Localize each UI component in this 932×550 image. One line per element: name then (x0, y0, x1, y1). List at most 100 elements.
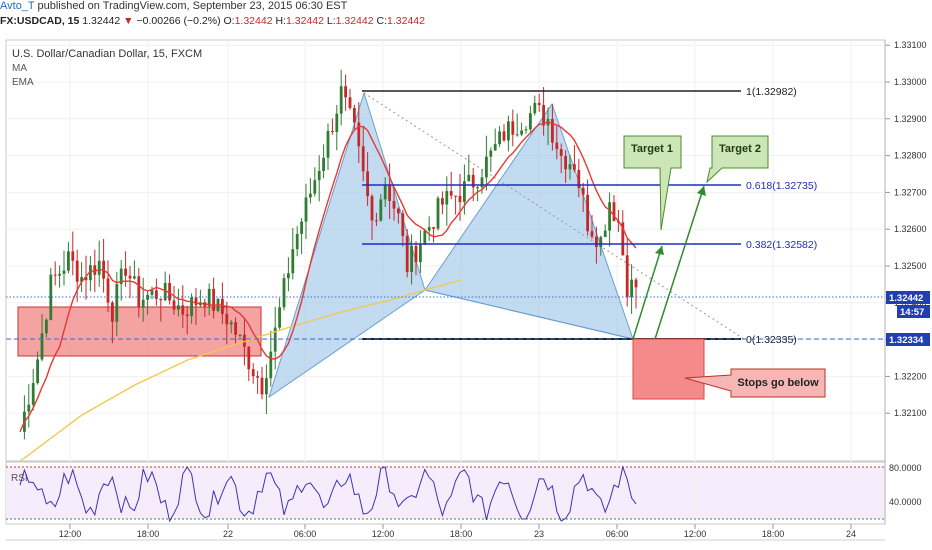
candle-body (454, 195, 457, 197)
candle-body (89, 265, 92, 281)
candle-body (375, 220, 378, 222)
candle-body (150, 290, 154, 295)
time-tick-label: 06:00 (294, 529, 317, 539)
candle-body (137, 276, 141, 308)
candle-body (397, 208, 400, 214)
candle-body (581, 187, 585, 195)
candle-body (97, 260, 101, 275)
candle-body (177, 305, 180, 310)
candle-body (313, 180, 317, 194)
grid (6, 40, 885, 524)
target2-label: Target 2 (719, 143, 761, 155)
candle-body (181, 305, 185, 315)
price-tick-label: 1.32700 (894, 187, 927, 197)
countdown-badge (897, 305, 930, 318)
time-axis[interactable]: 12:00 18:00 22 06:00 12:00 18:00 23 06:00 12:00 1… (59, 524, 856, 539)
candle-body (467, 174, 471, 182)
candle-body (234, 322, 237, 335)
ma-line[interactable] (19, 120, 637, 433)
candle-body (463, 181, 466, 203)
candle-body (247, 346, 251, 370)
candle-body (36, 359, 39, 383)
candle-body (260, 377, 264, 395)
price-tick-label: 1.32100 (894, 408, 927, 418)
target1-arrowhead-icon (655, 246, 664, 255)
candle-body (445, 191, 449, 205)
candle-body (168, 282, 171, 301)
time-tick-label: 23 (534, 529, 544, 539)
candle-body (243, 334, 246, 347)
candle-body (265, 378, 268, 395)
stops-callout[interactable] (684, 368, 826, 398)
candle-body (621, 222, 625, 256)
price-tick-label: 1.32800 (894, 151, 927, 161)
candle-body (608, 202, 611, 231)
candle-body (564, 155, 567, 170)
target1-label: Target 1 (631, 143, 673, 155)
candle-body (480, 177, 484, 188)
candle-body (159, 298, 163, 301)
candle-body (27, 404, 31, 412)
candle-body (524, 129, 528, 131)
candle-body (31, 382, 35, 405)
candle-body (489, 150, 493, 157)
candle-body (520, 130, 523, 135)
candle-body (309, 193, 312, 198)
time-tick-label: 18:00 (762, 529, 785, 539)
level-badge-text: 1.32334 (889, 335, 924, 346)
symbol-label: FX:USDCAD, 15 (0, 15, 80, 27)
ema-legend: EMA (12, 77, 34, 88)
candle-body (49, 274, 53, 320)
price-axis[interactable]: 1.33100 1.33000 1.32900 1.32800 1.32700 1.326… (885, 40, 927, 418)
down-arrow-icon: ▼ (123, 15, 134, 27)
pattern-bd-leg (424, 289, 634, 340)
level-badge (886, 333, 930, 346)
price-chart[interactable]: U.S. Dollar/Canadian Dollar, 15, FXCM MA… (0, 30, 932, 550)
candle-body (511, 121, 515, 135)
candle-body (427, 227, 431, 231)
target1-arrow[interactable] (632, 245, 663, 340)
ohlc-header: FX:USDCAD, 15 1.32442 ▼ −0.00266 (−0.2%)… (0, 15, 932, 29)
candle-body (366, 171, 369, 197)
high-label: H: (275, 15, 286, 27)
rsi-line[interactable] (19, 465, 637, 523)
target1-callout[interactable] (623, 135, 682, 231)
time-tick-label: 12:00 (59, 529, 82, 539)
candle-body (353, 107, 356, 123)
candle-body (326, 130, 330, 158)
close-value: 1.32442 (387, 15, 425, 27)
target2-callout[interactable] (706, 135, 769, 184)
target2-arrow[interactable] (654, 185, 705, 340)
candle-body (335, 113, 339, 132)
candle-body (634, 279, 638, 288)
publish-header: Avto_T published on TradingView.com, Sep… (0, 0, 932, 14)
time-tick-label: 22 (223, 529, 233, 539)
candle-body (586, 194, 589, 232)
last-price-badge-text: 1.32442 (889, 293, 923, 304)
candle-body (401, 213, 405, 236)
candle-body (476, 187, 479, 189)
stops-zone[interactable] (632, 338, 705, 400)
candle-body (322, 157, 325, 171)
candle-body (80, 277, 83, 282)
candle-body (45, 319, 48, 334)
candle-body (410, 245, 413, 273)
publish-info: published on TradingView.com, September … (34, 0, 348, 12)
fib-label-1: 1(1.32982) (746, 86, 797, 98)
candle-body (577, 169, 581, 188)
fib-label-0: 0(1.32335) (746, 334, 797, 346)
candle-body (361, 146, 365, 172)
candle-body (423, 230, 427, 245)
fib-label-0618: 0.618(1.32735) (746, 180, 817, 192)
rsi-legend: RSI (11, 473, 28, 484)
candle-body (141, 299, 145, 308)
candle-body (269, 351, 273, 379)
candle-body (53, 274, 57, 276)
candle-body (278, 307, 281, 328)
pane-title: U.S. Dollar/Canadian Dollar, 15, FXCM (12, 48, 202, 60)
candle-body (471, 174, 475, 188)
time-tick-label: 18:00 (450, 529, 473, 539)
ema-line[interactable] (19, 279, 461, 462)
author-link[interactable]: Avto_T (0, 0, 35, 12)
candle-body (625, 255, 629, 298)
